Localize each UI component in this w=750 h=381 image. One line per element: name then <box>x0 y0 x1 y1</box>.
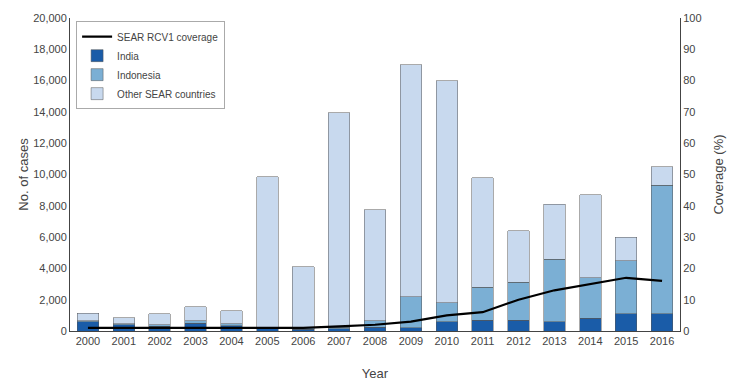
svg-text:Year: Year <box>362 366 389 381</box>
svg-text:India: India <box>117 51 139 62</box>
svg-text:12,000: 12,000 <box>33 137 67 149</box>
svg-text:2012: 2012 <box>506 335 530 347</box>
svg-text:2000: 2000 <box>76 335 100 347</box>
svg-text:2,000: 2,000 <box>39 294 67 306</box>
svg-text:Other SEAR countries: Other SEAR countries <box>117 89 215 100</box>
svg-text:2014: 2014 <box>578 335 602 347</box>
svg-text:90: 90 <box>683 43 695 55</box>
svg-text:Indonesia: Indonesia <box>117 70 161 81</box>
svg-text:2008: 2008 <box>363 335 387 347</box>
svg-text:18,000: 18,000 <box>33 43 67 55</box>
svg-text:16,000: 16,000 <box>33 74 67 86</box>
svg-text:2010: 2010 <box>435 335 459 347</box>
svg-text:40: 40 <box>683 200 695 212</box>
svg-text:4,000: 4,000 <box>39 262 67 274</box>
svg-text:80: 80 <box>683 74 695 86</box>
svg-text:50: 50 <box>683 168 695 180</box>
svg-text:2006: 2006 <box>291 335 315 347</box>
svg-text:SEAR RCV1 coverage: SEAR RCV1 coverage <box>117 32 218 43</box>
svg-text:2015: 2015 <box>614 335 638 347</box>
svg-text:10,000: 10,000 <box>33 168 67 180</box>
svg-text:No. of cases: No. of cases <box>16 138 31 211</box>
svg-text:2005: 2005 <box>255 335 279 347</box>
svg-text:Coverage (%): Coverage (%) <box>711 134 726 214</box>
svg-text:70: 70 <box>683 106 695 118</box>
svg-text:0: 0 <box>61 325 67 337</box>
svg-text:60: 60 <box>683 137 695 149</box>
svg-text:2004: 2004 <box>219 335 243 347</box>
svg-text:8,000: 8,000 <box>39 200 67 212</box>
svg-text:2002: 2002 <box>147 335 171 347</box>
svg-text:100: 100 <box>683 12 701 24</box>
svg-text:10: 10 <box>683 294 695 306</box>
svg-text:2009: 2009 <box>399 335 423 347</box>
svg-text:20: 20 <box>683 262 695 274</box>
svg-text:2003: 2003 <box>183 335 207 347</box>
svg-text:0: 0 <box>683 325 689 337</box>
svg-text:6,000: 6,000 <box>39 231 67 243</box>
svg-text:2007: 2007 <box>327 335 351 347</box>
svg-text:2013: 2013 <box>542 335 566 347</box>
svg-text:14,000: 14,000 <box>33 106 67 118</box>
svg-text:2016: 2016 <box>650 335 674 347</box>
svg-text:20,000: 20,000 <box>33 12 67 24</box>
svg-text:2011: 2011 <box>471 335 495 347</box>
svg-text:2001: 2001 <box>112 335 136 347</box>
svg-text:30: 30 <box>683 231 695 243</box>
